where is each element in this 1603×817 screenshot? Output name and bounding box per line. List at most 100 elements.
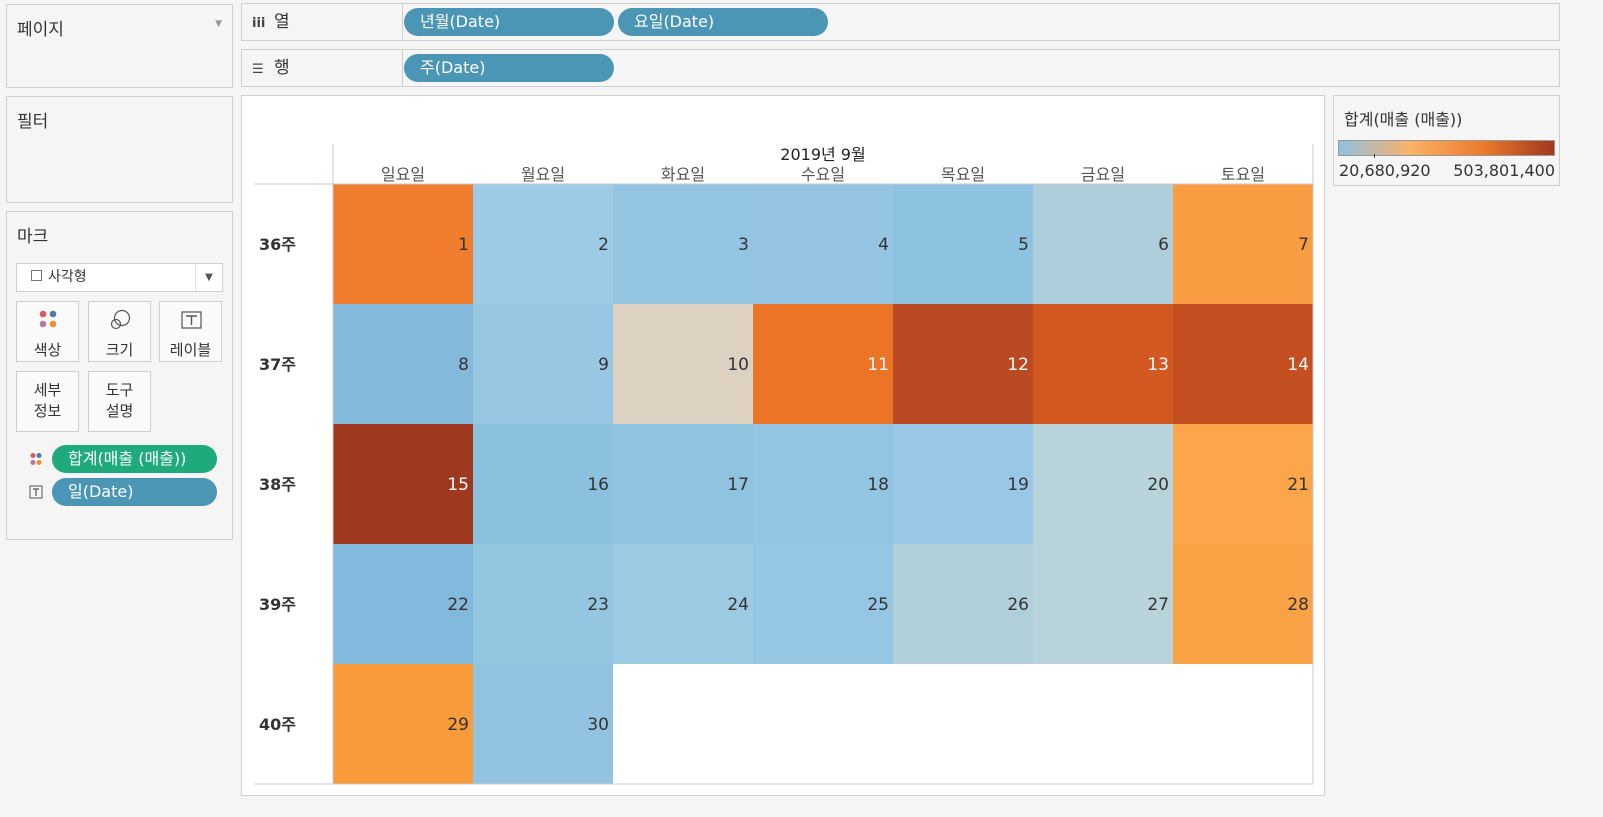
day-number-label: 15: [447, 475, 469, 495]
day-cell: [893, 304, 1033, 424]
day-cell: [1033, 424, 1173, 544]
day-cell: [1173, 544, 1313, 664]
day-number-label: 19: [1007, 475, 1029, 495]
day-number-label: 21: [1287, 475, 1309, 495]
row-header: 36주: [259, 235, 296, 254]
day-number-label: 10: [727, 355, 749, 375]
day-cell: [753, 424, 893, 544]
day-cell: [333, 664, 473, 784]
legend-tick: [1374, 154, 1375, 158]
column-header: 목요일: [941, 165, 985, 184]
day-cell: [1173, 184, 1313, 304]
year-month-date-pill[interactable]: 년월(Date): [404, 8, 614, 36]
day-cell: [333, 424, 473, 544]
chart-title: 2019년 9월: [780, 145, 865, 164]
day-number-label: 4: [878, 235, 889, 255]
label-encoding-icon: [29, 485, 43, 499]
day-number-label: 5: [1018, 235, 1029, 255]
rows-shelf-label: ☰ 행: [242, 50, 403, 86]
column-header: 금요일: [1081, 165, 1125, 184]
pages-card[interactable]: 페이지 ▼: [6, 4, 233, 88]
sales-sum-pill[interactable]: 합계(매출 (매출)): [52, 445, 217, 473]
day-cell: [1033, 304, 1173, 424]
color-button-label: 색상: [33, 341, 62, 359]
square-mark-icon: [31, 270, 42, 281]
row-header: 39주: [259, 595, 296, 614]
day-cell: [1173, 424, 1313, 544]
day-number-label: 7: [1298, 235, 1309, 255]
label-button-label: 레이블: [169, 341, 212, 359]
day-number-label: 12: [1007, 355, 1029, 375]
day-cell: [333, 304, 473, 424]
day-cell: [753, 544, 893, 664]
rows-label: 행: [274, 58, 290, 78]
day-number-label: 17: [727, 475, 749, 495]
day-number-label: 14: [1287, 355, 1309, 375]
day-cell: [893, 184, 1033, 304]
color-palette-icon: [39, 310, 57, 328]
columns-label: 열: [274, 12, 290, 32]
day-number-label: 27: [1147, 595, 1169, 615]
size-button-label: 크기: [105, 341, 134, 359]
pages-title: 페이지: [17, 20, 64, 40]
color-encoding-icon: [30, 453, 42, 465]
day-number-label: 13: [1147, 355, 1169, 375]
label-button[interactable]: 레이블: [159, 301, 222, 362]
weekday-date-pill[interactable]: 요일(Date): [618, 8, 828, 36]
color-legend[interactable]: 합계(매출 (매출)) 20,680,920 503,801,400: [1333, 95, 1560, 186]
rows-icon: ☰: [252, 62, 264, 77]
day-number-label: 18: [867, 475, 889, 495]
day-number-label: 1: [458, 235, 469, 255]
day-number-label: 16: [587, 475, 609, 495]
tooltip-button[interactable]: 도구 설명: [88, 371, 151, 432]
tooltip-button-label: 도구 설명: [105, 381, 134, 420]
legend-max-label: 503,801,400: [1453, 161, 1555, 180]
day-cell: [753, 304, 893, 424]
day-cell: [473, 304, 613, 424]
day-number-label: 6: [1158, 235, 1169, 255]
day-cell: [333, 184, 473, 304]
day-cell: [613, 304, 753, 424]
detail-button[interactable]: 세부 정보: [16, 371, 79, 432]
filters-card[interactable]: 필터: [6, 96, 233, 203]
day-cell: [1033, 184, 1173, 304]
day-number-label: 3: [738, 235, 749, 255]
day-cell: [613, 184, 753, 304]
day-cell: [473, 184, 613, 304]
size-button[interactable]: 크기: [88, 301, 151, 362]
text-label-icon: [181, 311, 202, 329]
row-header: 38주: [259, 475, 296, 494]
color-button[interactable]: 색상: [16, 301, 79, 362]
row-header: 40주: [259, 715, 296, 734]
day-cell: [1173, 304, 1313, 424]
day-cell: [613, 544, 753, 664]
calendar-heatmap-view[interactable]: 2019년 9월 일요일 월요일 화요일 수요일 목요일 금요일 토요일 1 2 3 4 5 6 7 8 9 10…: [241, 95, 1325, 796]
mark-type-dropdown[interactable]: 사각형 ▼: [16, 263, 223, 292]
marks-title: 마크: [17, 227, 49, 247]
day-cell: [893, 424, 1033, 544]
column-header: 일요일: [381, 165, 425, 184]
day-cell: [753, 184, 893, 304]
size-circles-icon: [110, 309, 131, 330]
columns-icon: iii: [252, 16, 266, 31]
filters-title: 필터: [17, 112, 49, 132]
columns-shelf-label: iii 열: [242, 4, 403, 40]
day-number-label: 23: [587, 595, 609, 615]
column-header: 토요일: [1221, 165, 1265, 184]
day-number-label: 30: [587, 715, 609, 735]
legend-title: 합계(매출 (매출)): [1344, 110, 1463, 129]
day-number-label: 24: [727, 595, 749, 615]
chevron-down-icon[interactable]: ▼: [215, 19, 222, 29]
day-number-label: 8: [458, 355, 469, 375]
day-number-label: 9: [598, 355, 609, 375]
column-header: 화요일: [661, 165, 705, 184]
week-date-pill[interactable]: 주(Date): [404, 54, 614, 82]
day-date-pill[interactable]: 일(Date): [52, 478, 217, 506]
legend-color-ramp: [1338, 140, 1555, 156]
day-number-label: 26: [1007, 595, 1029, 615]
day-number-label: 25: [867, 595, 889, 615]
day-number-label: 28: [1287, 595, 1309, 615]
column-header: 수요일: [801, 165, 845, 184]
chevron-down-icon[interactable]: ▼: [195, 264, 222, 291]
